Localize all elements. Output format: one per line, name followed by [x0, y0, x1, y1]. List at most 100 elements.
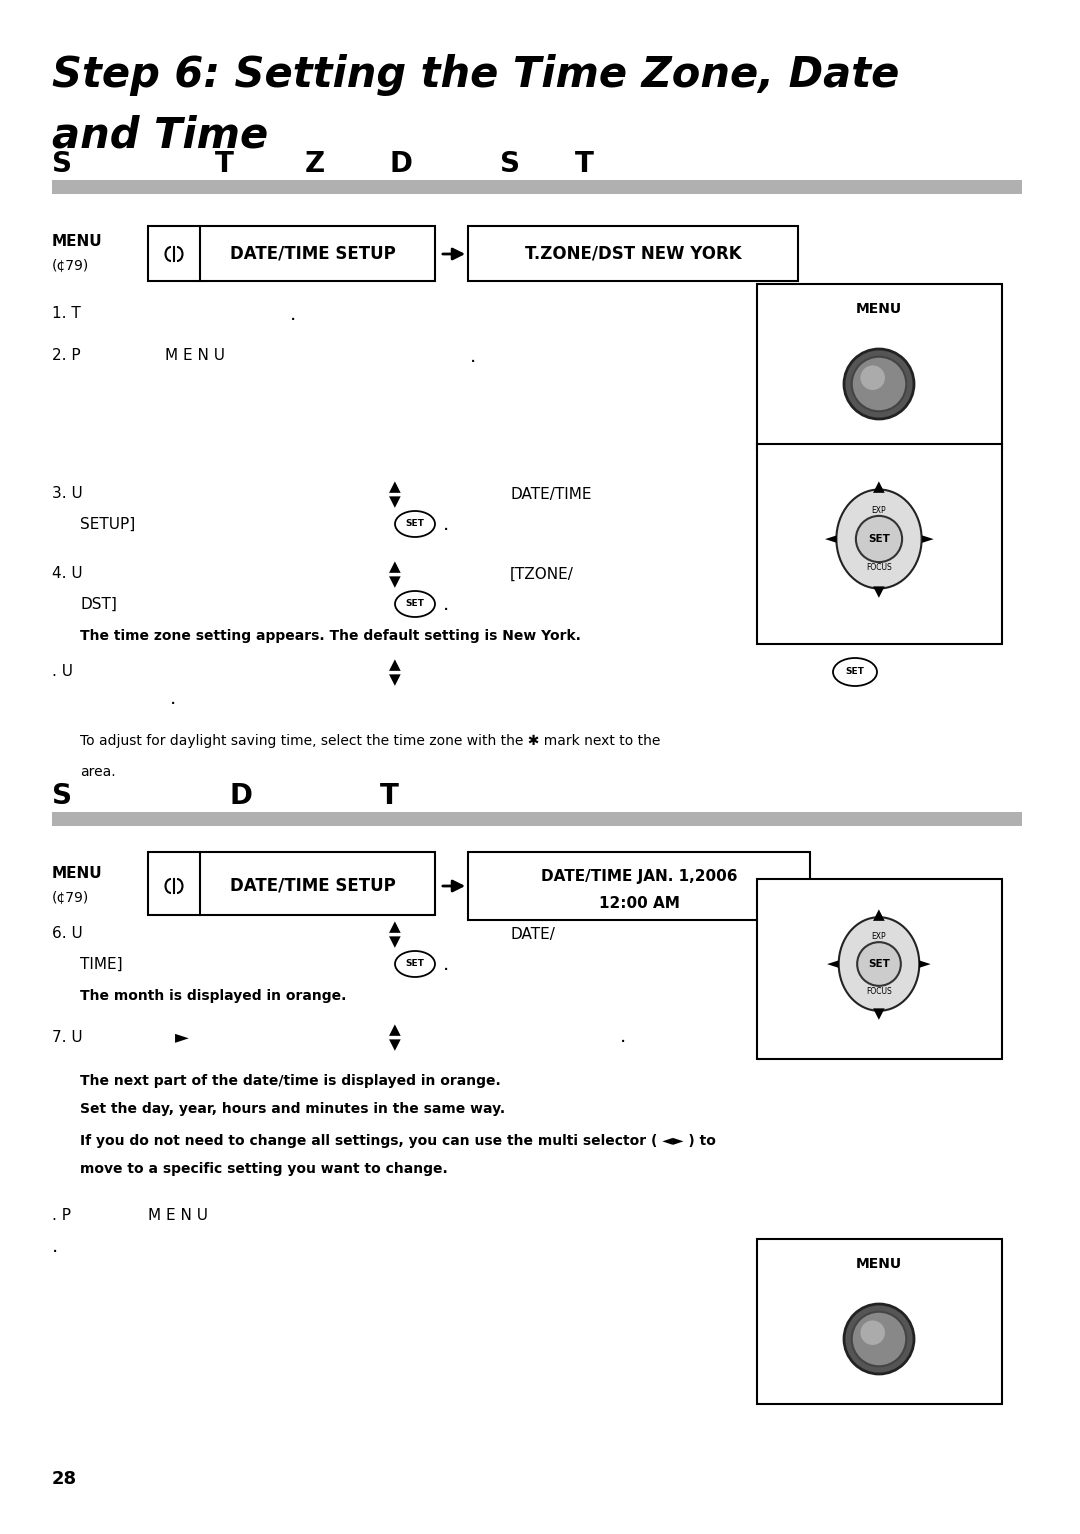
Text: EXP: EXP — [872, 506, 887, 515]
Text: S: S — [52, 150, 72, 178]
Text: The next part of the date/time is displayed in orange.: The next part of the date/time is displa… — [80, 1074, 501, 1088]
Text: MENU: MENU — [856, 302, 902, 316]
Bar — [148, 225, 435, 281]
Text: .: . — [52, 1236, 58, 1255]
Text: DATE/TIME SETUP: DATE/TIME SETUP — [230, 877, 396, 894]
Text: Step 6: Setting the Time Zone, Date: Step 6: Setting the Time Zone, Date — [52, 54, 900, 97]
Text: .: . — [170, 689, 176, 709]
Text: FOCUS: FOCUS — [866, 563, 892, 572]
Text: .: . — [443, 954, 449, 974]
Text: Z: Z — [305, 150, 325, 178]
Text: . U: . U — [52, 664, 73, 680]
Bar — [757, 284, 1002, 449]
Circle shape — [855, 515, 902, 561]
Ellipse shape — [836, 489, 921, 589]
Ellipse shape — [833, 658, 877, 686]
Text: ▲: ▲ — [873, 479, 885, 494]
Text: ►: ► — [919, 957, 931, 971]
Text: ►: ► — [921, 531, 933, 546]
Text: S: S — [52, 782, 72, 810]
Text: 28: 28 — [52, 1470, 77, 1488]
Ellipse shape — [395, 591, 435, 617]
Circle shape — [852, 1312, 906, 1367]
Text: ▲: ▲ — [389, 919, 401, 934]
Circle shape — [861, 1321, 885, 1345]
Text: SET: SET — [846, 667, 864, 676]
Text: .: . — [620, 1028, 626, 1046]
Text: ▼: ▼ — [389, 1037, 401, 1052]
Text: SET: SET — [868, 959, 890, 969]
Text: D: D — [390, 150, 413, 178]
Text: 3. U: 3. U — [52, 486, 83, 502]
Text: 1. T: 1. T — [52, 307, 81, 322]
Text: ▲: ▲ — [389, 558, 401, 574]
Text: ▲: ▲ — [389, 479, 401, 494]
Text: (¢79): (¢79) — [52, 259, 90, 273]
Text: TIME]: TIME] — [80, 957, 123, 971]
Text: SET: SET — [406, 959, 424, 968]
Ellipse shape — [839, 917, 919, 1011]
Text: ▼: ▼ — [389, 574, 401, 589]
Text: T: T — [575, 150, 594, 178]
Circle shape — [843, 1304, 914, 1374]
Bar — [468, 225, 798, 281]
Text: [TZONE/: [TZONE/ — [510, 566, 573, 581]
Text: ▼: ▼ — [873, 584, 885, 598]
Bar — [757, 443, 1002, 644]
Circle shape — [861, 365, 885, 390]
Text: 2. P: 2. P — [52, 348, 81, 364]
Text: 12:00 AM: 12:00 AM — [598, 896, 679, 911]
Text: 4. U: 4. U — [52, 566, 83, 581]
Bar — [52, 811, 1022, 825]
Text: ▼: ▼ — [873, 1006, 885, 1022]
Text: MENU: MENU — [52, 235, 103, 250]
Text: .: . — [470, 347, 476, 365]
Text: ▼: ▼ — [389, 934, 401, 950]
Text: .: . — [443, 595, 449, 614]
Text: ▼: ▼ — [389, 494, 401, 509]
Text: MENU: MENU — [856, 1256, 902, 1272]
Text: SET: SET — [406, 520, 424, 529]
Circle shape — [858, 942, 901, 986]
Text: To adjust for daylight saving time, select the time zone with the ✱ mark next to: To adjust for daylight saving time, sele… — [80, 733, 660, 749]
Text: 7. U: 7. U — [52, 1029, 83, 1045]
Text: EXP: EXP — [872, 933, 887, 942]
Text: S: S — [500, 150, 519, 178]
Text: move to a specific setting you want to change.: move to a specific setting you want to c… — [80, 1161, 448, 1177]
Text: ▲: ▲ — [389, 657, 401, 672]
Bar — [148, 851, 435, 914]
Text: FOCUS: FOCUS — [866, 986, 892, 996]
Text: M E N U: M E N U — [148, 1209, 208, 1224]
Text: . P: . P — [52, 1209, 71, 1224]
Ellipse shape — [395, 511, 435, 537]
Text: Set the day, year, hours and minutes in the same way.: Set the day, year, hours and minutes in … — [80, 1101, 505, 1117]
Text: .: . — [443, 514, 449, 534]
Text: SETUP]: SETUP] — [80, 517, 135, 531]
Bar — [757, 1239, 1002, 1404]
Text: DATE/: DATE/ — [510, 927, 555, 942]
Text: (¢79): (¢79) — [52, 891, 90, 905]
Text: DATE/TIME SETUP: DATE/TIME SETUP — [230, 245, 396, 262]
Text: T: T — [215, 150, 234, 178]
Bar — [52, 179, 1022, 193]
Text: ►: ► — [175, 1028, 189, 1046]
Text: ◄: ◄ — [827, 957, 839, 971]
Text: D: D — [230, 782, 253, 810]
Ellipse shape — [395, 951, 435, 977]
Text: DATE/TIME JAN. 1,2006: DATE/TIME JAN. 1,2006 — [541, 868, 738, 884]
Text: T: T — [380, 782, 399, 810]
Bar — [757, 879, 1002, 1058]
Text: area.: area. — [80, 765, 116, 779]
Text: ▲: ▲ — [389, 1022, 401, 1037]
Text: T.ZONE/DST NEW YORK: T.ZONE/DST NEW YORK — [525, 245, 741, 262]
Circle shape — [852, 357, 906, 411]
Text: DATE/TIME: DATE/TIME — [510, 486, 592, 502]
Text: and Time: and Time — [52, 114, 268, 156]
Text: .: . — [291, 305, 296, 324]
Text: MENU: MENU — [52, 867, 103, 882]
Bar — [468, 851, 810, 920]
Text: ▲: ▲ — [873, 907, 885, 922]
Text: SET: SET — [868, 534, 890, 545]
Text: ◄: ◄ — [825, 531, 837, 546]
Text: M E N U: M E N U — [165, 348, 225, 364]
